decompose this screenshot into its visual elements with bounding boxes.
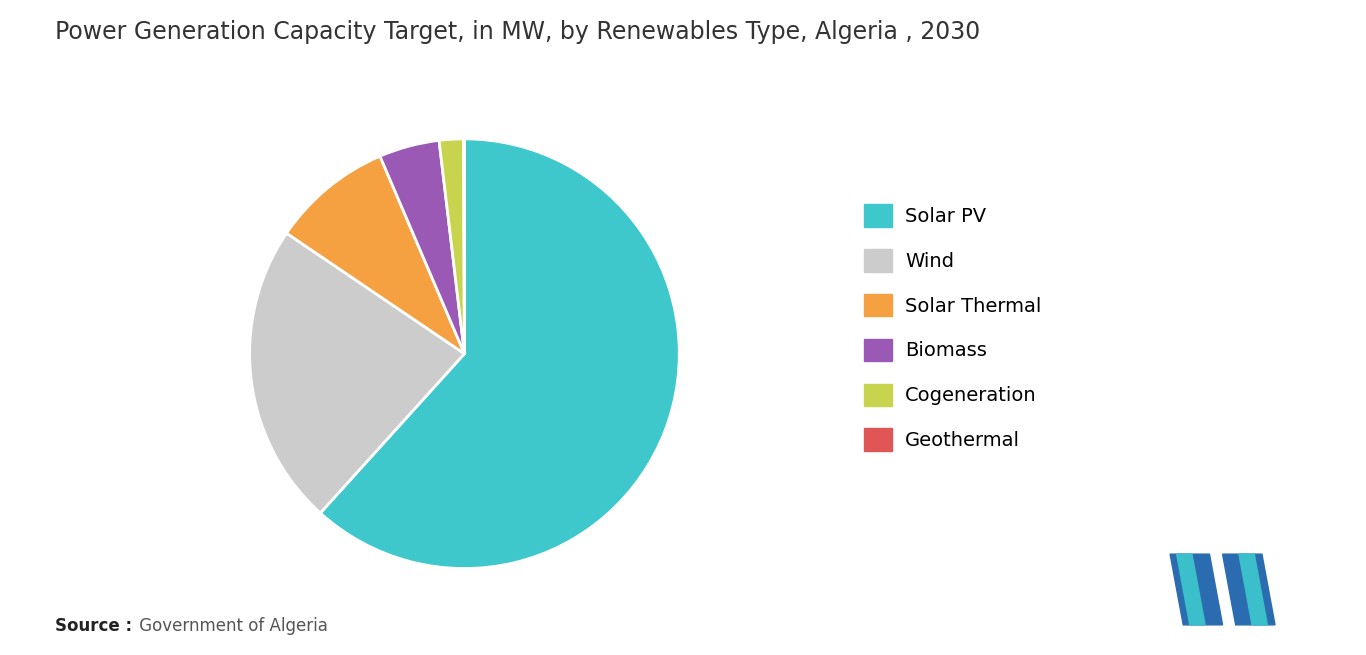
Polygon shape: [1176, 554, 1205, 625]
Wedge shape: [438, 139, 464, 354]
Polygon shape: [1171, 554, 1223, 625]
Wedge shape: [250, 233, 464, 513]
Text: Government of Algeria: Government of Algeria: [134, 618, 328, 635]
Polygon shape: [1223, 554, 1274, 625]
Polygon shape: [1239, 554, 1268, 625]
Text: Power Generation Capacity Target, in MW, by Renewables Type, Algeria , 2030: Power Generation Capacity Target, in MW,…: [55, 20, 979, 44]
Wedge shape: [320, 139, 679, 569]
Text: Source :: Source :: [55, 618, 131, 635]
Wedge shape: [380, 140, 464, 354]
Wedge shape: [287, 156, 464, 354]
Legend: Solar PV, Wind, Solar Thermal, Biomass, Cogeneration, Geothermal: Solar PV, Wind, Solar Thermal, Biomass, …: [856, 196, 1049, 458]
